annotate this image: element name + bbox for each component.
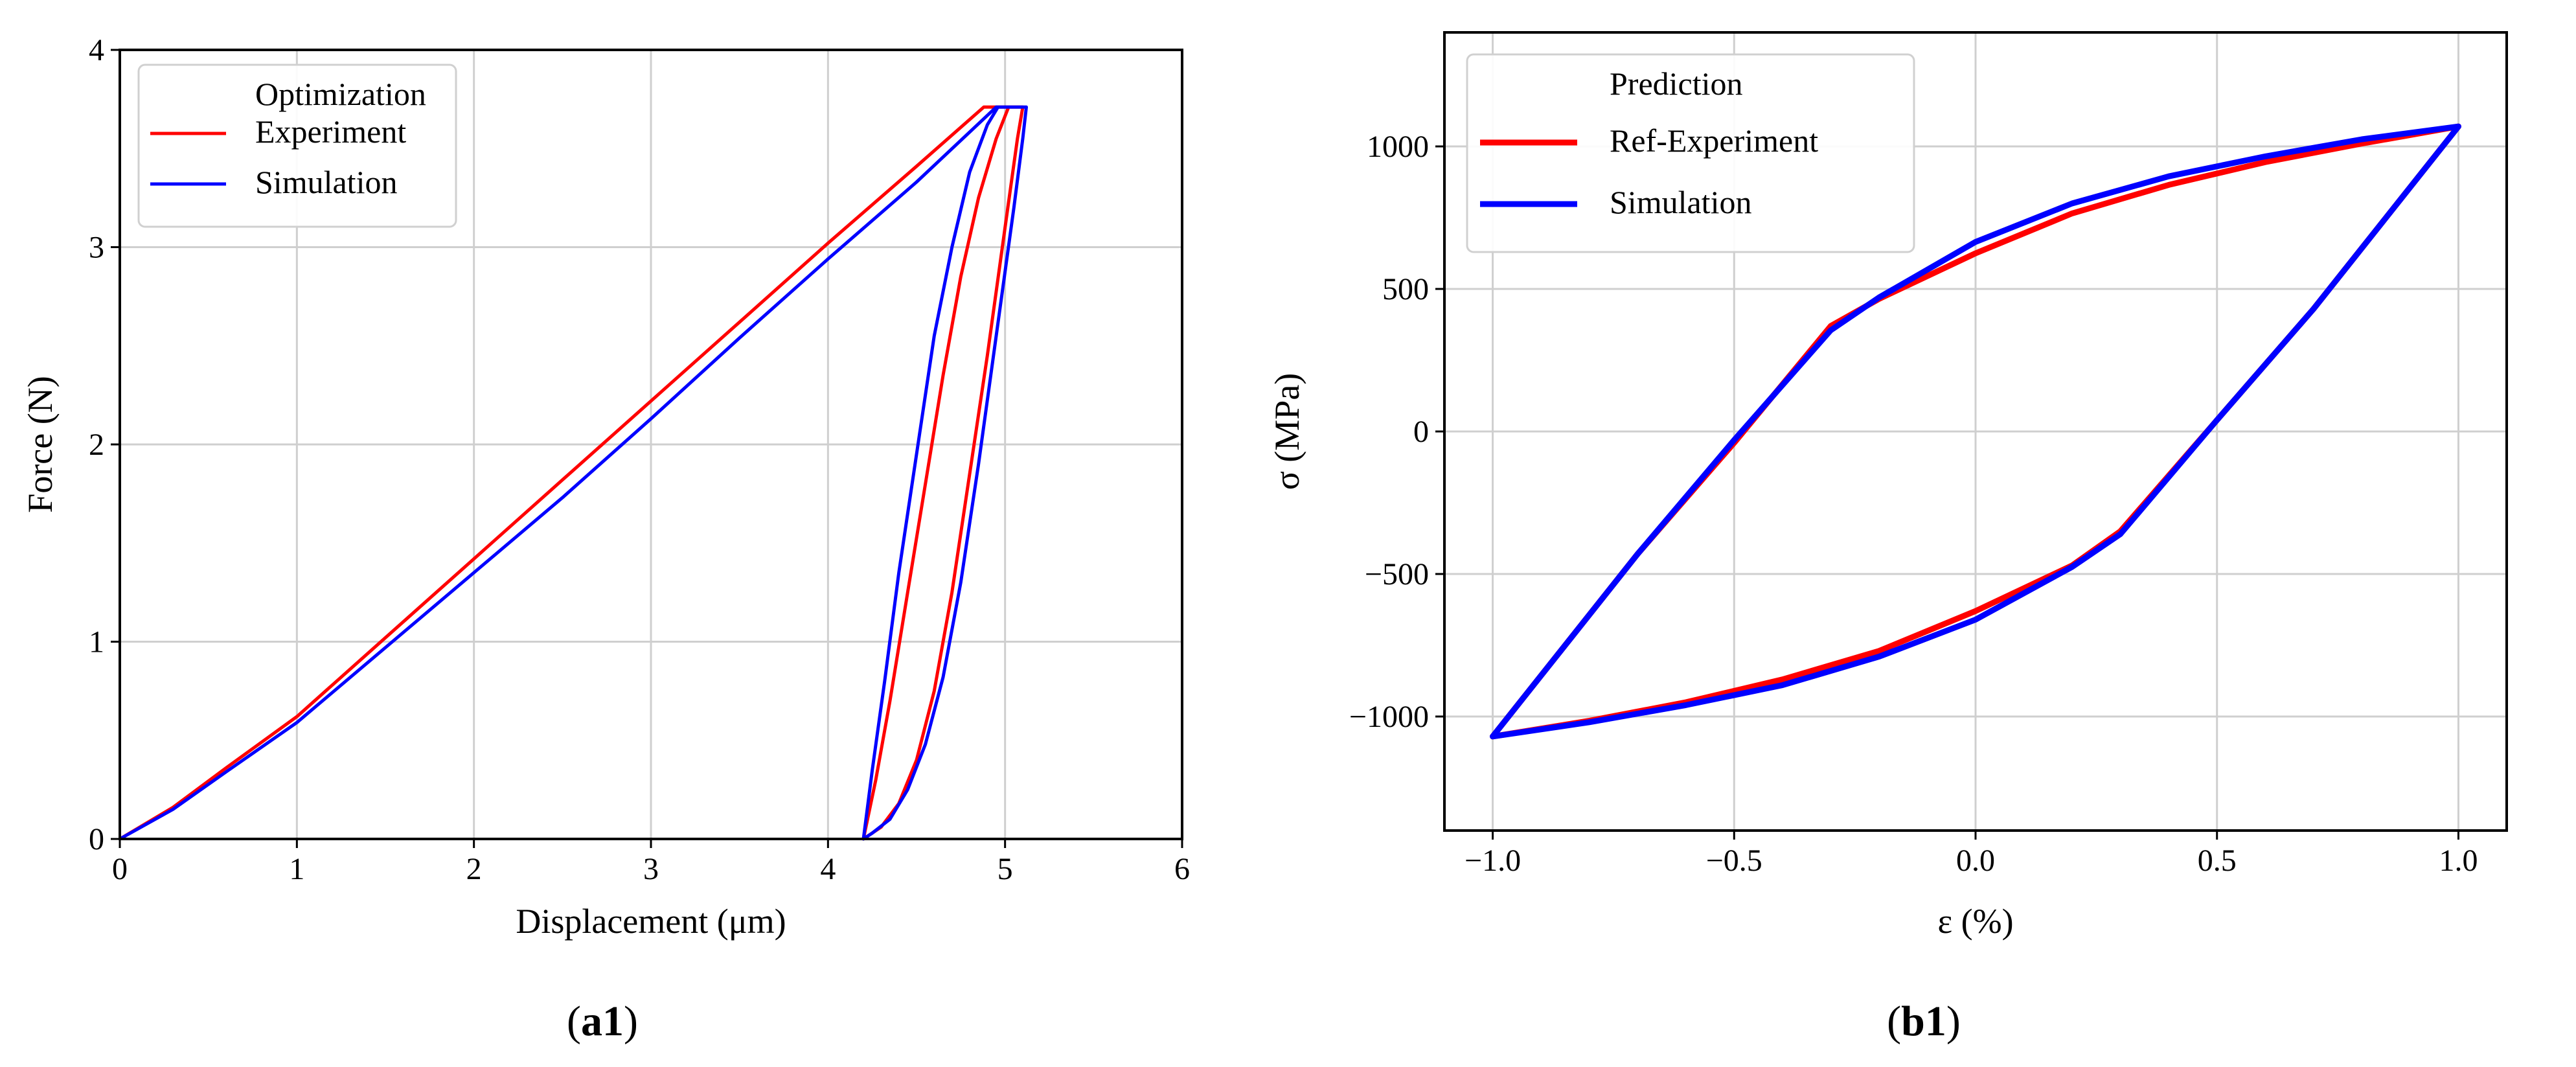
x-tick-label: 0.5: [2198, 843, 2237, 878]
x-tick-label: 0.0: [1956, 843, 1995, 878]
y-tick-label: 1000: [1367, 130, 1429, 164]
series-line-simulation: [118, 105, 1028, 841]
x-axis-label: Displacement (μm): [516, 902, 786, 941]
chart-panel-a1: 0 1 2 3 4 5 6 0 1 2 3 4 Displacement (μm) Force (N) Op…: [21, 33, 1190, 941]
y-axis-label: σ (MPa): [1268, 373, 1306, 490]
legend-box: [137, 63, 457, 228]
x-tick-label: −1.0: [1465, 843, 1521, 878]
y-tick-label: 4: [89, 33, 104, 67]
legend-title: Optimization: [255, 76, 426, 112]
legend-label: Simulation: [255, 164, 397, 200]
legend-label: Experiment: [255, 113, 406, 150]
x-tick-label: 0: [112, 852, 128, 886]
legend-box: [1466, 53, 1915, 253]
legend: Prediction Ref-Experiment Simulation: [1466, 53, 1915, 253]
x-tick-label: 2: [466, 852, 482, 886]
y-axis-label: Force (N): [21, 376, 60, 512]
chart-panel-b1: −1.0 −0.5 0.0 0.5 1.0 −1000 −500 0 500 1000 ε (%) σ…: [1268, 31, 2508, 941]
x-tick-label: 4: [820, 852, 836, 886]
x-axis-label: ε (%): [1937, 902, 2013, 941]
caption-a1: (a1): [567, 998, 638, 1045]
x-tick-label: −0.5: [1706, 843, 1762, 878]
series-line-simulation: [1490, 123, 2461, 740]
legend-label: Ref-Experiment: [1610, 122, 1818, 159]
x-tick-label: 3: [643, 852, 659, 886]
series-line-experiment: [118, 105, 1025, 841]
x-tick-label: 1: [289, 852, 304, 886]
legend-label: Simulation: [1610, 184, 1751, 220]
caption-b1: (b1): [1887, 998, 1961, 1045]
y-tick-label: 2: [89, 428, 104, 462]
legend-title: Prediction: [1610, 65, 1743, 102]
y-tick-label: −1000: [1349, 700, 1429, 734]
y-tick-label: 0: [89, 822, 104, 856]
y-tick-label: 500: [1382, 272, 1429, 306]
x-tick-label: 6: [1174, 852, 1190, 886]
y-tick-label: −500: [1365, 557, 1429, 591]
x-tick-label: 5: [997, 852, 1013, 886]
y-tick-label: 0: [1413, 415, 1429, 449]
y-tick-label: 1: [89, 625, 104, 660]
y-tick-label: 3: [89, 231, 104, 265]
x-tick-label: 1.0: [2439, 843, 2478, 878]
